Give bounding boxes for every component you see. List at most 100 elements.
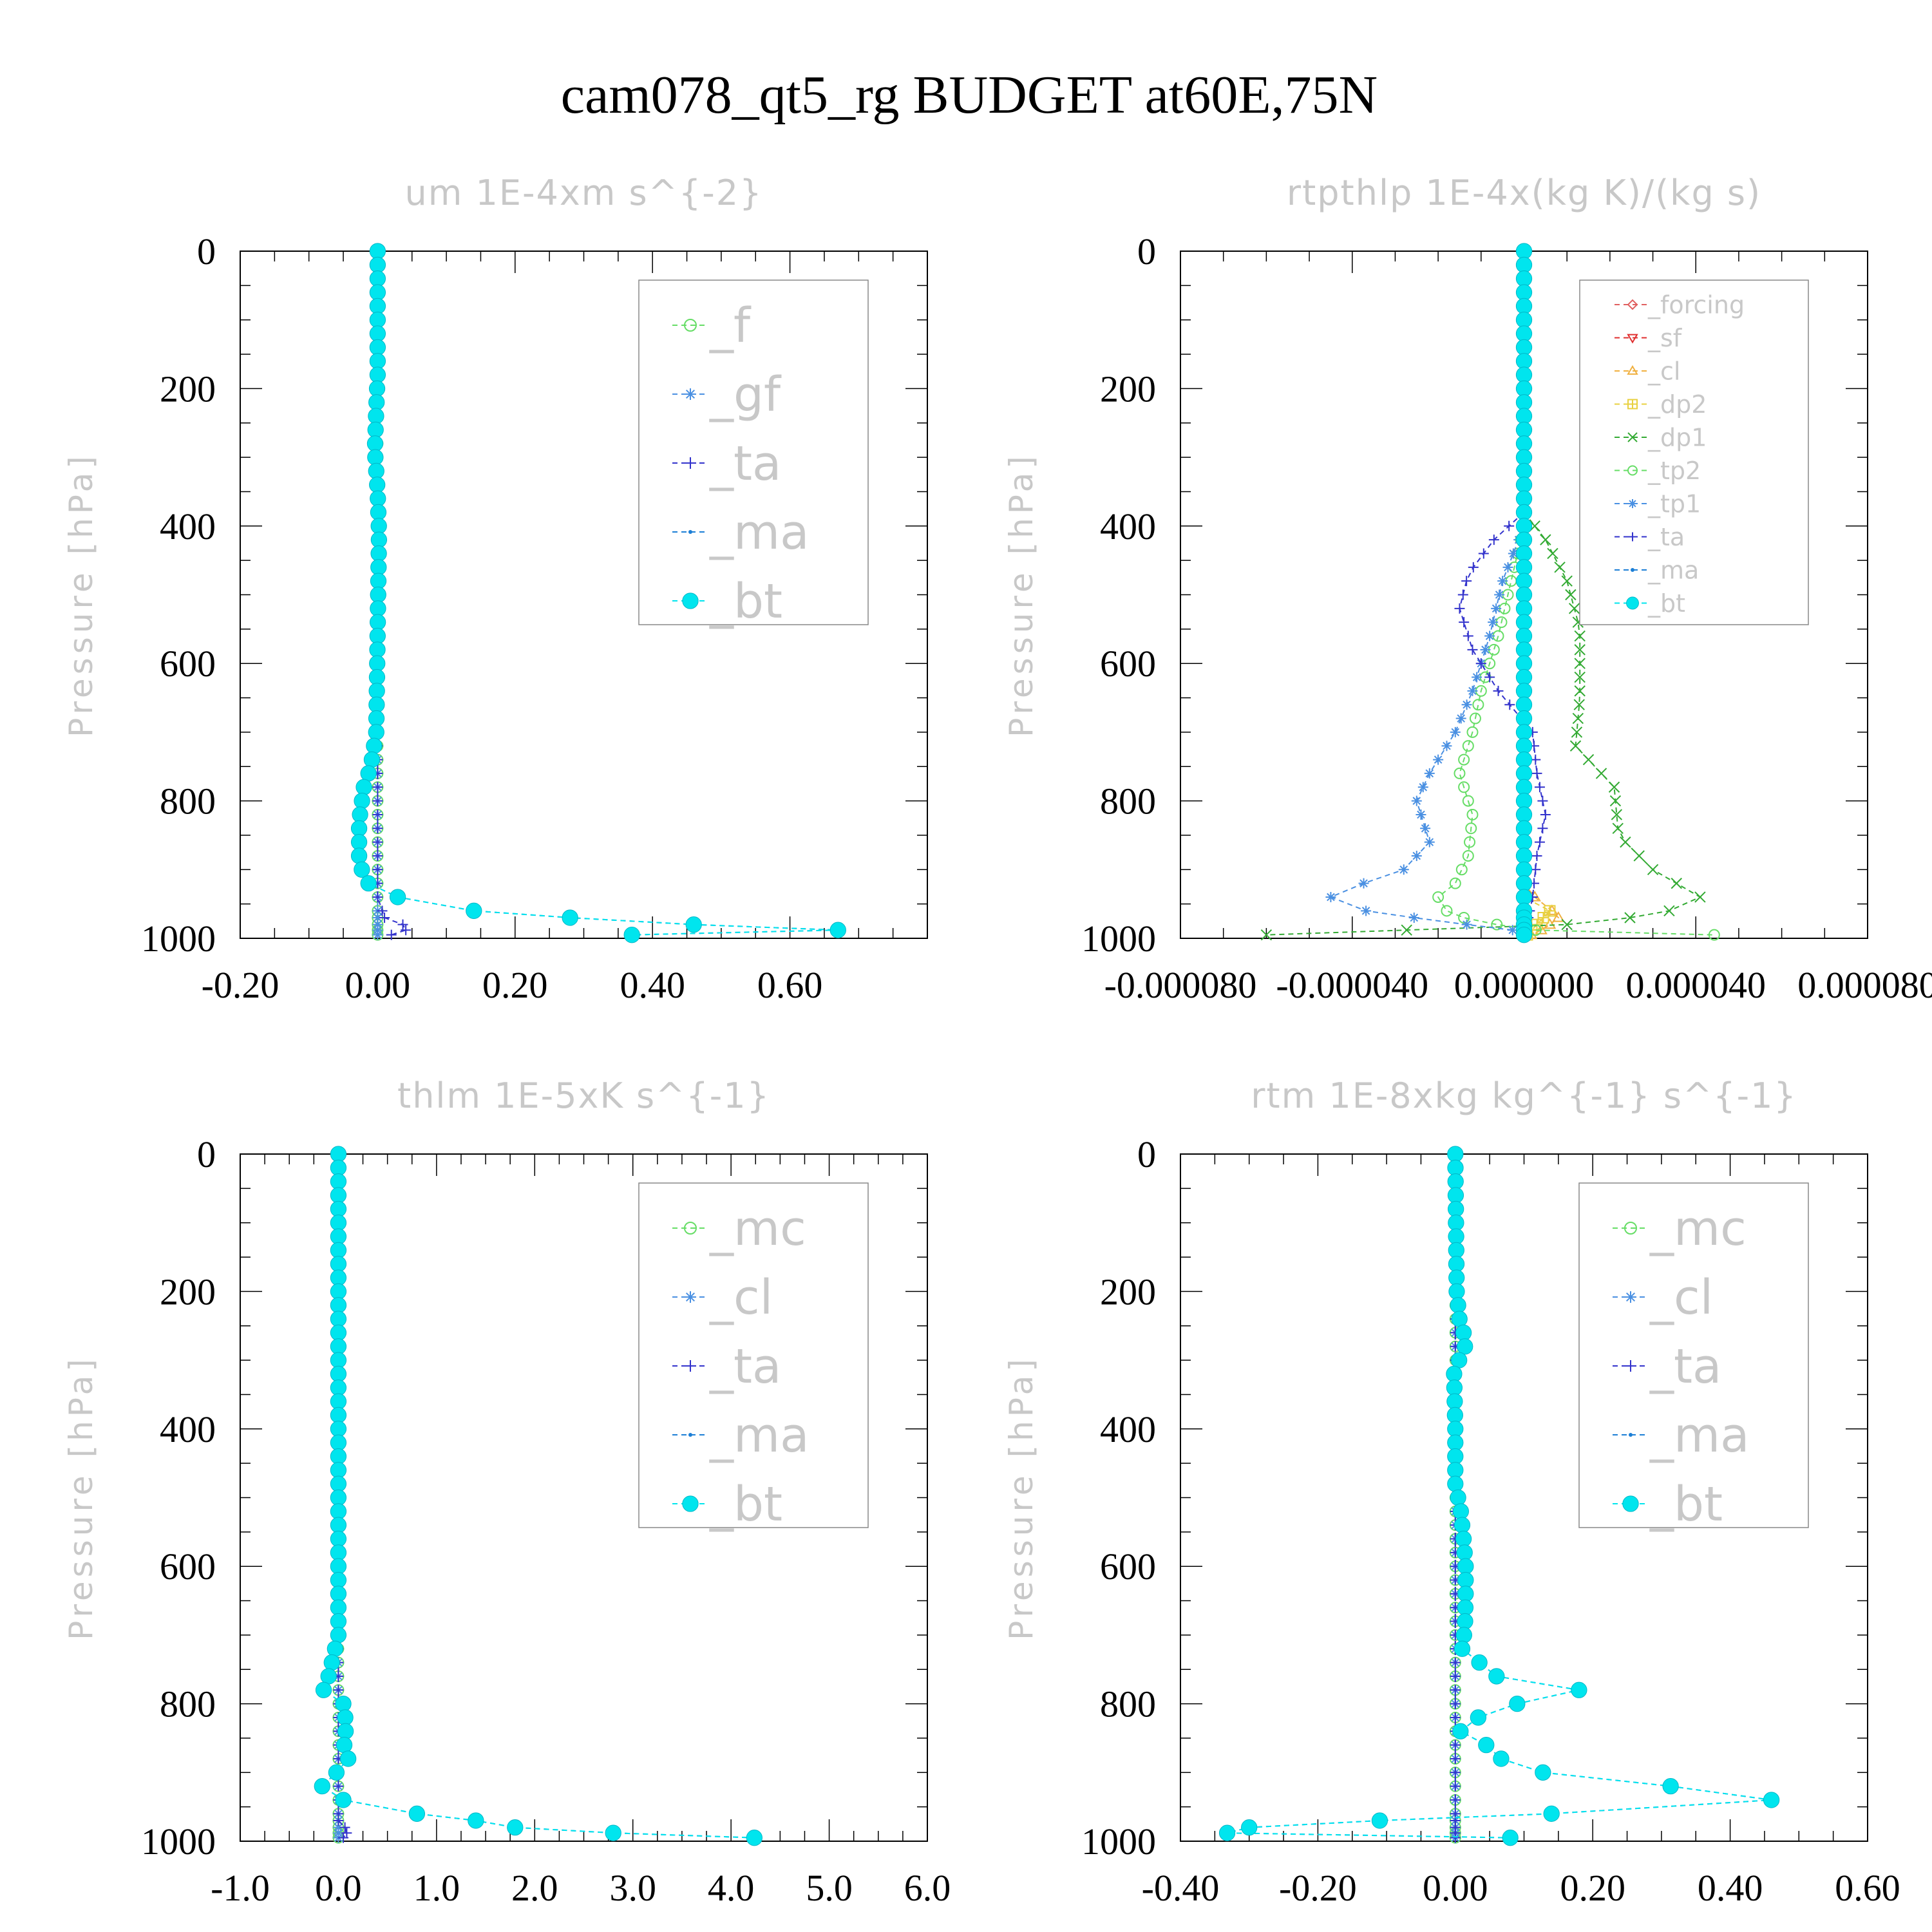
- legend-item-f: _f: [672, 298, 752, 354]
- data-point: [1448, 1228, 1464, 1245]
- y-tick-label: 200: [1100, 1271, 1156, 1312]
- data-point: [1515, 889, 1533, 905]
- data-point: [1455, 1530, 1472, 1548]
- data-point: [330, 1242, 347, 1259]
- data-point: [1515, 627, 1533, 645]
- data-point: [1515, 927, 1533, 943]
- data-point: [1609, 795, 1622, 807]
- data-point: [1218, 1824, 1236, 1841]
- data-point: [1543, 1805, 1560, 1822]
- legend-label: _bt: [1647, 589, 1685, 618]
- data-point: [1647, 864, 1659, 876]
- chart-panel-2: rtpthlp 1E-4x(kg K)/(kg s) Pressure [hPa]…: [1003, 173, 1932, 1006]
- data-point: [1457, 1599, 1474, 1616]
- data-point: [330, 1379, 347, 1396]
- legend-item-tp2: _tp2: [1615, 457, 1701, 485]
- data-point: [1502, 562, 1513, 573]
- data-point: [1450, 1832, 1461, 1843]
- data-point: [1573, 699, 1585, 710]
- data-point: [1662, 1777, 1679, 1795]
- data-point: [370, 545, 387, 562]
- x-tick-label: -0.20: [1279, 1867, 1357, 1909]
- data-point: [1515, 449, 1533, 466]
- data-point: [1531, 768, 1542, 779]
- legend-label: _bt: [1649, 1477, 1723, 1532]
- data-point: [1447, 1173, 1464, 1190]
- legend-item-ma: _ma: [1613, 1408, 1749, 1463]
- legend-label: _ma: [709, 505, 809, 560]
- x-tick-label: 0.00: [1423, 1867, 1488, 1909]
- data-point: [330, 1324, 347, 1341]
- data-point: [1446, 1406, 1463, 1424]
- data-point: [1515, 861, 1533, 878]
- data-point: [1491, 603, 1502, 614]
- legend-label: _gf: [709, 367, 782, 422]
- data-point: [370, 531, 388, 548]
- x-tick-label: 0.40: [620, 964, 685, 1006]
- y-tick-label: 600: [1100, 1546, 1156, 1587]
- data-point: [1401, 924, 1412, 936]
- data-point: [1465, 822, 1477, 835]
- data-point: [1574, 644, 1586, 656]
- data-point: [369, 284, 386, 301]
- data-point: [1488, 535, 1499, 545]
- data-point: [1534, 837, 1545, 848]
- data-point: [360, 765, 377, 782]
- data-point: [1515, 614, 1533, 630]
- data-point: [1515, 421, 1533, 439]
- data-point: [363, 751, 381, 768]
- legend-item-mc: _mc: [672, 1201, 806, 1256]
- data-point: [330, 1448, 347, 1465]
- data-point: [1502, 1830, 1519, 1846]
- data-point: [1574, 630, 1586, 642]
- x-tick-label: 0.000000: [1454, 964, 1595, 1006]
- legend-marker: [688, 530, 692, 534]
- legend-label: _mc: [1649, 1201, 1747, 1256]
- data-point: [1462, 795, 1474, 807]
- data-point: [350, 833, 368, 851]
- data-point: [1508, 548, 1519, 559]
- data-point: [1447, 1434, 1464, 1451]
- axis-ticks: [240, 251, 928, 939]
- data-point: [1515, 531, 1533, 548]
- data-point: [330, 1338, 347, 1355]
- data-point: [370, 518, 387, 535]
- data-point: [562, 909, 578, 926]
- data-point: [1620, 836, 1631, 848]
- x-tick-label: 0.20: [482, 964, 548, 1006]
- chart-panel-3: thlm 1E-5xK s^{-1} Pressure [hPa] 0 200 400 6…: [62, 1075, 951, 1909]
- data-point: [1457, 1613, 1473, 1630]
- data-point: [1531, 850, 1542, 861]
- y-tick-label: 1000: [141, 1821, 216, 1862]
- data-point: [330, 1311, 347, 1327]
- data-point: [1488, 1668, 1505, 1685]
- y-tick-label: 0: [197, 231, 216, 272]
- data-point: [1466, 808, 1479, 820]
- data-point: [1494, 589, 1505, 600]
- data-point: [369, 339, 386, 356]
- data-point: [369, 312, 386, 328]
- data-point: [330, 1462, 347, 1479]
- data-point: [330, 1365, 347, 1383]
- data-point: [368, 408, 384, 424]
- data-point: [370, 490, 386, 507]
- data-point: [1454, 1517, 1471, 1533]
- data-point: [367, 421, 384, 439]
- legend-marker: [1627, 465, 1638, 476]
- data-point: [1459, 617, 1470, 628]
- data-point: [330, 1571, 347, 1589]
- chart-panel-4: rtm 1E-8xkg kg^{-1} s^{-1} Pressure [hPa]…: [1003, 1075, 1900, 1909]
- y-axis-label: Pressure [hPa]: [62, 452, 100, 737]
- data-point: [1449, 877, 1461, 889]
- data-point: [746, 1830, 762, 1846]
- data-point: [1611, 809, 1623, 820]
- data-point: [1450, 1781, 1461, 1792]
- data-point: [1450, 1712, 1461, 1723]
- data-point: [330, 1544, 347, 1561]
- data-point: [1467, 685, 1478, 696]
- data-point: [1450, 1767, 1461, 1778]
- data-point: [1441, 741, 1452, 752]
- legend-label: _ta: [1649, 1339, 1721, 1394]
- y-tick-label: 1000: [1081, 1821, 1156, 1862]
- axis-ticks: [240, 1153, 928, 1842]
